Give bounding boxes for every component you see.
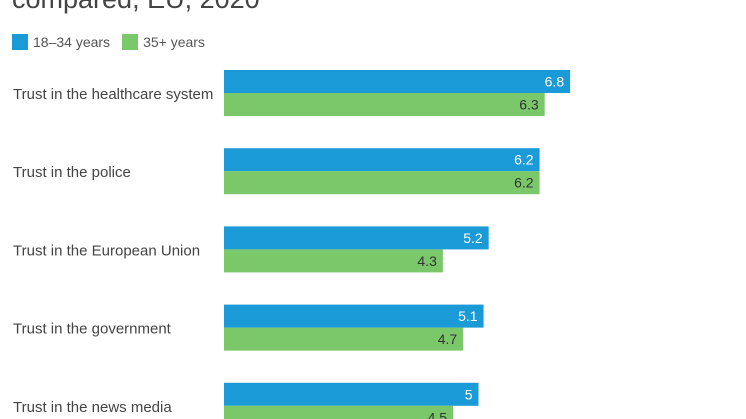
category-label: Trust in the European Union xyxy=(13,242,200,259)
bar xyxy=(224,304,484,328)
bar xyxy=(224,405,454,419)
legend: 18–34 years 35+ years xyxy=(12,34,217,50)
bar xyxy=(224,93,545,116)
category-label: Trust in the government xyxy=(13,321,172,338)
chart-title: compared, EU, 2020 xyxy=(12,0,260,15)
legend-swatch-old xyxy=(122,34,139,50)
bar xyxy=(224,148,540,172)
bar-value-label: 5.2 xyxy=(463,230,483,246)
bar xyxy=(224,171,540,195)
bar-value-label: 4.3 xyxy=(417,253,437,269)
bar-value-label: 4.7 xyxy=(438,331,458,347)
bar-value-label: 6.8 xyxy=(545,74,565,90)
bar-value-label: 5.1 xyxy=(458,308,478,324)
bar-value-label: 5 xyxy=(465,386,473,402)
category-label: Trust in the police xyxy=(13,164,131,181)
bar xyxy=(224,226,489,250)
legend-label-young: 18–34 years xyxy=(33,34,111,50)
legend-label-old: 35+ years xyxy=(143,34,205,50)
bar-value-label: 6.3 xyxy=(519,97,539,113)
bar xyxy=(224,249,443,273)
legend-swatch-young xyxy=(12,34,28,50)
legend-item-old: 35+ years xyxy=(122,34,205,50)
bar xyxy=(224,382,479,406)
legend-item-young: 18–34 years xyxy=(12,34,110,50)
bar xyxy=(224,70,571,93)
bar-value-label: 4.5 xyxy=(428,409,448,419)
bar-value-label: 6.2 xyxy=(514,175,534,191)
bar-value-label: 6.2 xyxy=(514,152,534,168)
category-label: Trust in the healthcare system xyxy=(13,86,213,103)
category-label: Trust in the news media xyxy=(13,399,172,416)
bar xyxy=(224,327,464,351)
